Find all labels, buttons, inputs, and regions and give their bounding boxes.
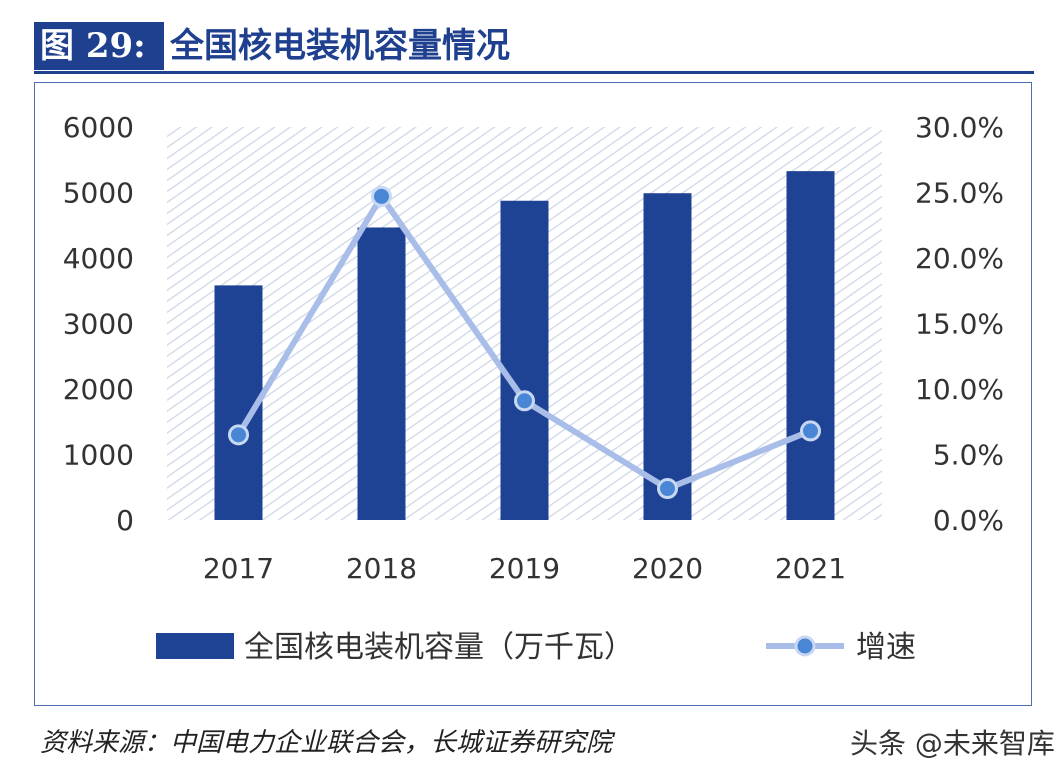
left-tick-label: 2000: [63, 373, 134, 406]
legend: 全国核电装机容量（万千瓦） 增速: [156, 630, 916, 665]
left-tick-label: 5000: [63, 177, 134, 210]
growth-marker: [371, 185, 392, 207]
x-tick-label: 2017: [203, 552, 274, 585]
right-tick-label: 30.0%: [915, 111, 1004, 144]
left-tick-label: 1000: [63, 439, 134, 472]
legend-line-marker: [794, 635, 816, 657]
header-rule: [34, 71, 1034, 74]
x-tick-label: 2019: [489, 552, 560, 585]
bar: [500, 200, 549, 521]
watermark: 头条 @未来智库: [850, 727, 1055, 760]
right-tick-label: 25.0%: [915, 177, 1004, 210]
x-tick-label: 2021: [775, 552, 846, 585]
right-tick-label: 10.0%: [915, 373, 1004, 406]
legend-line-label: 增速: [856, 630, 916, 665]
left-tick-label: 4000: [63, 242, 134, 275]
figure-title: 全国核电装机容量情况: [170, 26, 510, 66]
legend-bar-label: 全国核电装机容量（万千瓦）: [244, 630, 634, 665]
growth-marker: [800, 420, 821, 442]
right-tick-label: 15.0%: [915, 308, 1004, 341]
bar: [357, 227, 406, 521]
chart-frame: [34, 82, 1032, 706]
source-note: 资料来源：中国电力企业联合会，长城证券研究院: [40, 728, 613, 758]
right-tick-label: 20.0%: [915, 242, 1004, 275]
right-tick-label: 5.0%: [933, 439, 1004, 472]
growth-marker: [228, 424, 249, 446]
legend-bar-swatch: [156, 633, 234, 659]
bar: [643, 193, 692, 520]
figure-label: 图 29:: [34, 22, 164, 70]
growth-marker: [657, 478, 678, 500]
left-tick-label: 6000: [63, 111, 134, 144]
left-tick-label: 3000: [63, 308, 134, 341]
bar: [786, 171, 835, 520]
right-tick-label: 0.0%: [933, 504, 1004, 537]
x-tick-label: 2020: [632, 552, 703, 585]
figure-header: 图 29: 全国核电装机容量情况: [0, 0, 1062, 80]
left-tick-label: 0: [116, 504, 134, 537]
x-tick-label: 2018: [346, 552, 417, 585]
growth-marker: [514, 390, 535, 412]
